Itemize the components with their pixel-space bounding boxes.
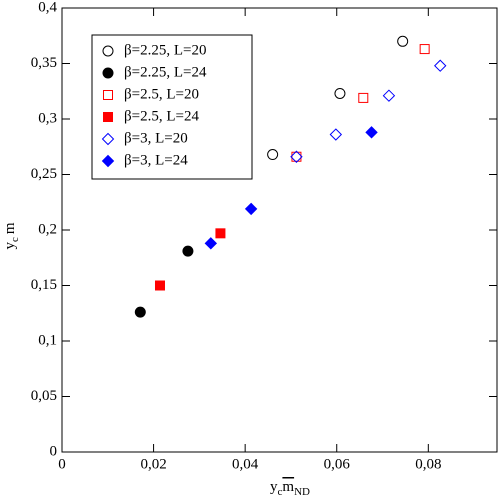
legend-marker [101,132,115,146]
legend-marker [103,112,113,122]
x-axis-label: ycmND [270,479,310,497]
data-point [382,89,396,102]
x-tick-label: 0,02 [140,456,166,472]
x-label-main: m [282,479,294,495]
x-label-sub: c [278,486,283,498]
x-label-base: y [270,479,278,495]
data-point [291,151,302,162]
data-point [365,126,378,139]
y-label-sub: c [9,237,21,242]
data-point [134,306,146,318]
data-point [419,44,430,55]
y-tick-label: 0,05 [31,388,57,404]
x-label-sub: ND [294,486,310,498]
y-tick-label: 0,35 [31,55,57,71]
data-point [204,237,218,250]
data-point [334,87,346,99]
legend-label: β=2.25, L=20 [124,42,206,58]
legend-marker [102,67,114,79]
data-point [267,149,279,161]
y-label-base: y [2,242,18,250]
legend-marker [102,45,114,57]
data-point [182,245,194,257]
legend-marker [101,154,115,168]
y-axis-label: ycm [2,222,20,249]
data-point [154,280,165,291]
data-point [397,35,409,47]
legend-label: β=2.5, L=24 [124,108,199,124]
y-tick-label: 0,2 [38,221,57,237]
y-tick-label: 0,4 [38,0,57,15]
y-tick-label: 0 [50,443,58,459]
x-tick-label: 0,08 [415,456,441,472]
legend-label: β=2.5, L=20 [124,86,199,102]
data-point [329,128,343,141]
x-tick-label: 0,04 [232,456,259,472]
x-tick-label: 0 [58,456,66,472]
data-point [358,92,369,103]
data-point [244,202,258,216]
legend-label: β=3, L=20 [124,130,188,146]
legend-box [91,34,253,180]
y-tick-label: 0,1 [38,332,57,348]
x-tick-label: 0,06 [324,456,351,472]
legend-label: β=2.25, L=24 [124,64,207,80]
data-point [215,228,226,239]
y-tick-label: 0,25 [31,166,57,182]
data-point [434,59,447,72]
data-point [290,150,303,163]
y-label-main: m [2,222,18,234]
legend-label: β=3, L=24 [124,152,188,168]
y-tick-label: 0,15 [31,277,57,293]
legend-marker [103,90,113,100]
y-tick-label: 0,3 [38,110,57,126]
